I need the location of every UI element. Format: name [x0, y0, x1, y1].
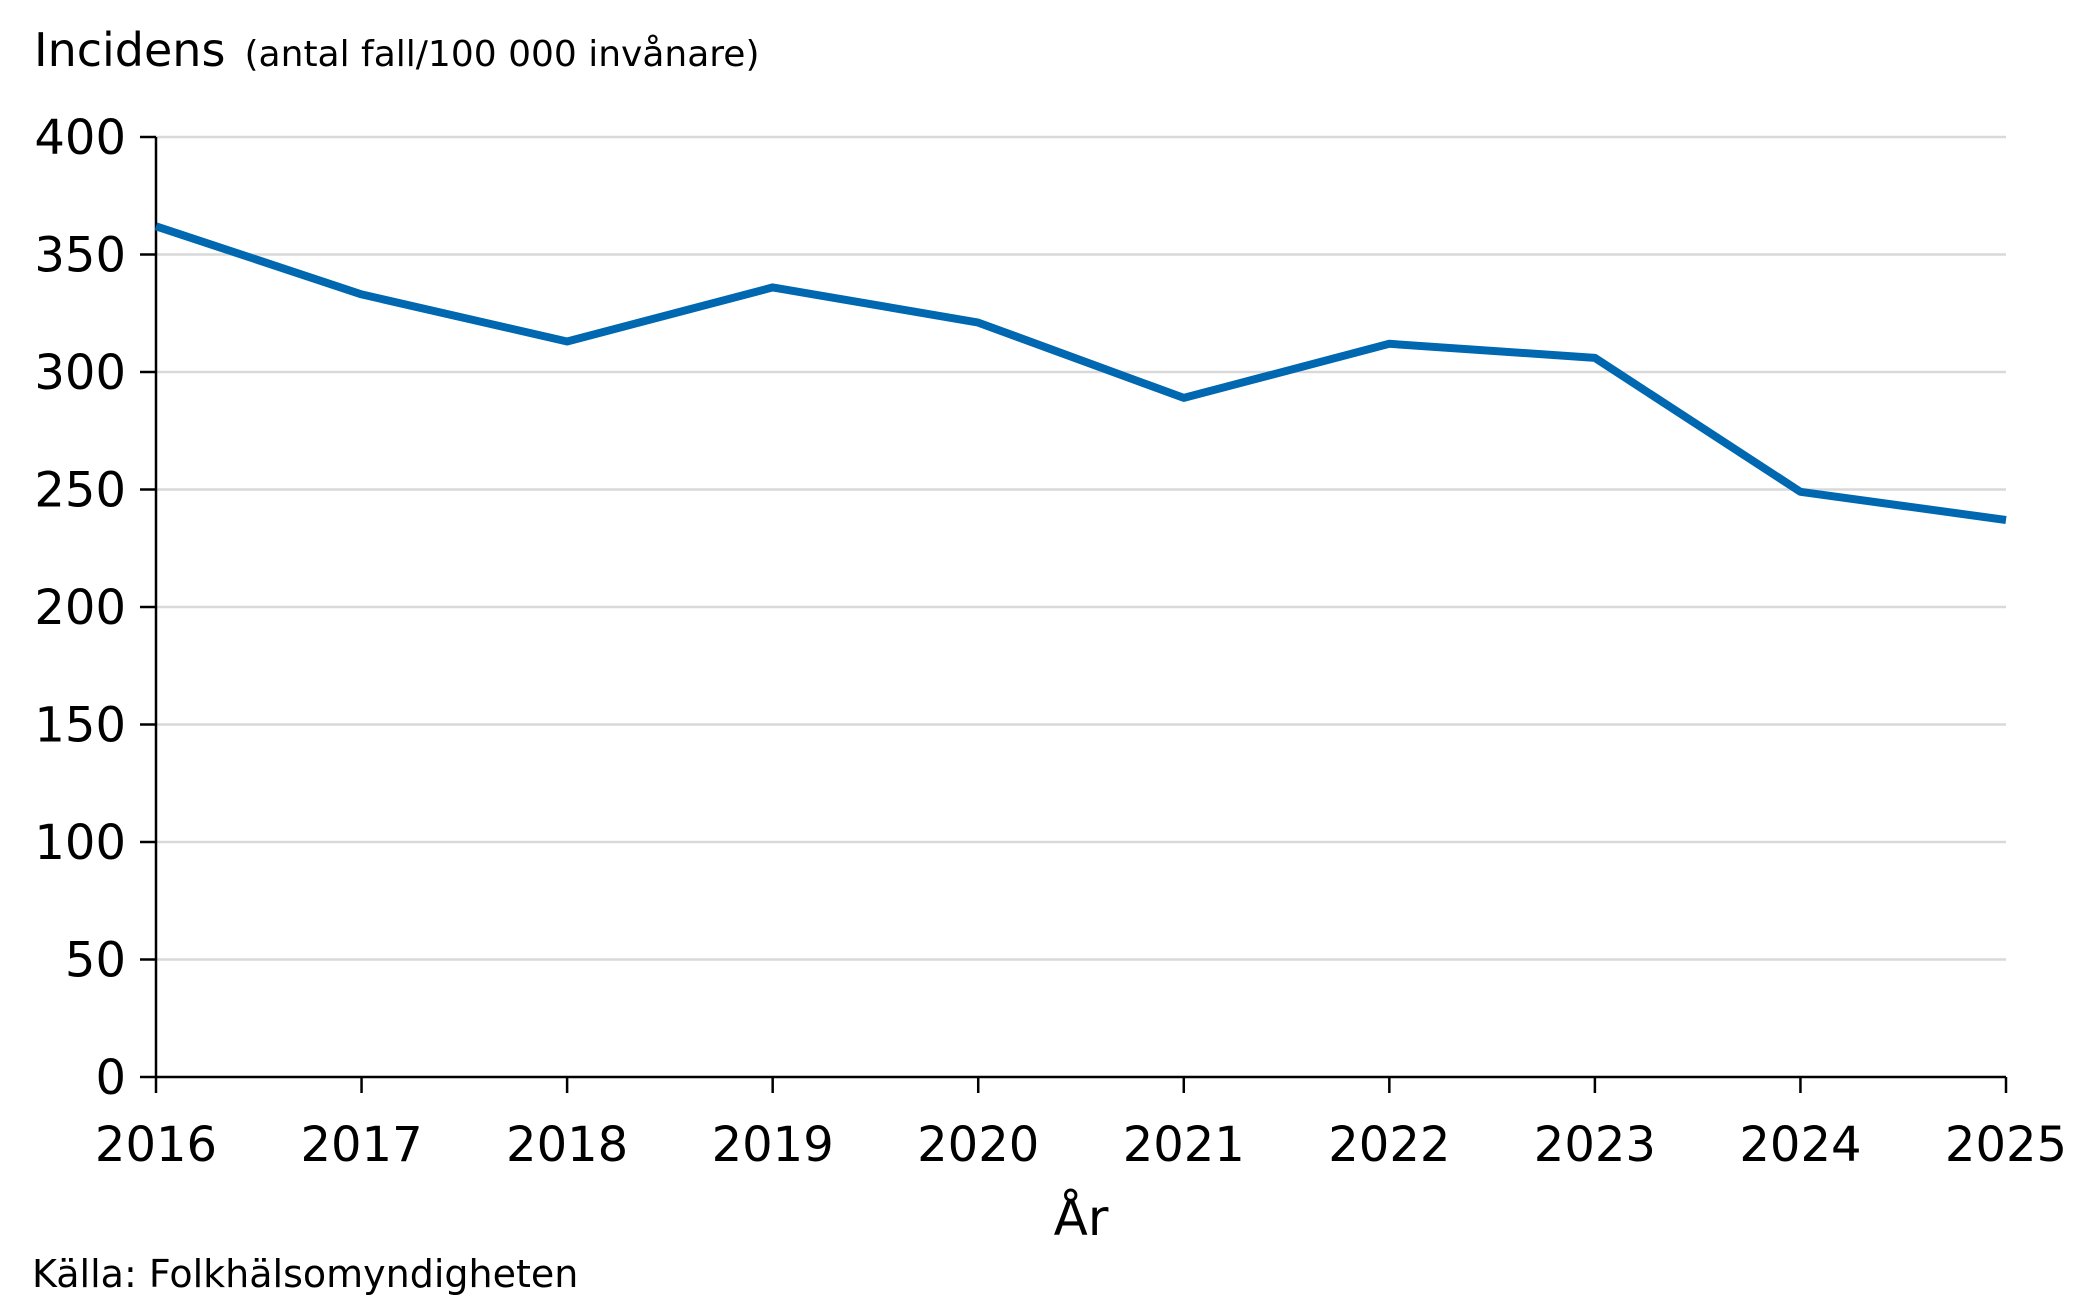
y-tick-label: 200 — [34, 580, 126, 636]
y-tick-label: 250 — [34, 463, 126, 519]
x-tick-label: 2016 — [95, 1117, 217, 1173]
x-tick-label: 2023 — [1534, 1117, 1656, 1173]
x-axis-label: År — [1054, 1189, 1109, 1247]
x-tick-label: 2022 — [1328, 1117, 1450, 1173]
y-axis-label: Incidens — [34, 23, 225, 77]
y-tick-label: 400 — [34, 110, 126, 166]
series-layer — [154, 222, 2007, 524]
x-tick-label: 2019 — [712, 1117, 834, 1173]
y-tick-label: 150 — [34, 698, 126, 754]
y-axis-title: Incidens (antal fall/100 000 invånare) — [34, 23, 760, 77]
source-note: Källa: Folkhälsomyndigheten — [32, 1252, 578, 1296]
y-tick-label: 300 — [34, 345, 126, 401]
gridlines — [156, 135, 2006, 961]
y-axis-unit: (antal fall/100 000 invånare) — [245, 34, 760, 75]
x-tick-label: 2017 — [300, 1117, 422, 1173]
x-tick-label: 2021 — [1123, 1117, 1245, 1173]
x-tick-label: 2020 — [917, 1117, 1039, 1173]
y-tick-label: 100 — [34, 815, 126, 871]
x-tick-label: 2018 — [506, 1117, 628, 1173]
y-axis-ticks: 0 50 100 150 200 250 300 350 400 — [34, 110, 156, 1106]
x-axis-ticks: 2016 2017 2018 2019 2020 2021 2022 2023 2024 2025 — [95, 1077, 2067, 1173]
x-tick-label: 2024 — [1739, 1117, 1861, 1173]
x-tick-label: 2025 — [1945, 1117, 2067, 1173]
series-line — [154, 222, 2007, 524]
y-tick-label: 0 — [95, 1050, 126, 1106]
y-tick-label: 350 — [34, 228, 126, 284]
y-tick-label: 50 — [65, 933, 126, 989]
